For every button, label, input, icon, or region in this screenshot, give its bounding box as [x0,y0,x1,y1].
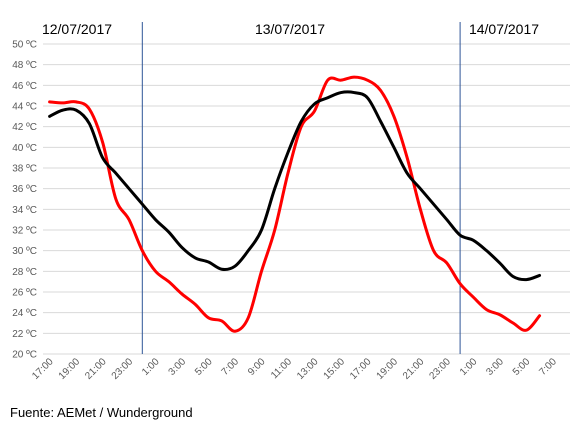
y-tick-label: 32 ºC [12,226,37,237]
x-tick-label: 21:00 [401,356,427,382]
x-tick-label: 5:00 [193,356,215,378]
x-tick-label: 15:00 [322,356,348,382]
y-tick-label: 20 ºC [12,350,37,361]
y-tick-label: 44 ºC [12,102,37,113]
y-tick-label: 30 ºC [12,246,37,257]
date-label: 12/07/2017 [42,21,112,37]
y-tick-label: 34 ºC [12,205,37,216]
y-tick-label: 36 ºC [12,184,37,195]
date-label: 13/07/2017 [255,21,325,37]
x-tick-label: 3:00 [167,356,189,378]
x-tick-label: 1:00 [458,356,480,378]
x-tick-label: 23:00 [110,356,136,382]
y-tick-label: 46 ºC [12,81,37,92]
y-tick-label: 28 ºC [12,267,37,278]
x-tick-label: 9:00 [246,356,268,378]
y-tick-label: 40 ºC [12,143,37,154]
x-tick-label: 17:00 [348,356,374,382]
x-tick-label: 19:00 [375,356,401,382]
y-tick-label: 26 ºC [12,288,37,299]
y-tick-label: 38 ºC [12,164,37,175]
x-tick-label: 11:00 [269,356,294,381]
x-tick-label: 21:00 [83,356,109,382]
y-tick-label: 22 ºC [12,329,37,340]
x-tick-label: 1:00 [140,356,162,378]
x-tick-label: 3:00 [484,356,506,378]
x-tick-label: 7:00 [537,356,559,378]
y-tick-label: 42 ºC [12,122,37,133]
x-tick-label: 19:00 [57,356,83,382]
source-note: Fuente: AEMet / Wunderground [10,405,193,420]
y-tick-label: 24 ºC [12,308,37,319]
x-tick-label: 23:00 [428,356,454,382]
y-tick-label: 50 ºC [12,40,37,51]
y-tick-label: 48 ºC [12,60,37,71]
x-tick-label: 5:00 [511,356,533,378]
series-line-black [48,90,542,282]
x-axis-ticks: 17:00 19:00 21:00 23:00 1:00 3:00 5:00 7:00 9:00… [30,356,559,382]
y-axis-ticks: 20 ºC 22 ºC 24 ºC 26 ºC 28 ºC 30 ºC 32 ºC 34 ºC… [12,40,37,361]
grid-lines [43,43,570,355]
series-lines [48,75,542,333]
x-tick-label: 7:00 [220,356,242,378]
date-label: 14/07/2017 [469,21,539,37]
series-line-red [48,75,542,333]
date-labels: 12/07/2017 13/07/2017 14/07/2017 [42,21,539,37]
day-separators [141,22,461,354]
x-tick-label: 13:00 [295,356,321,382]
